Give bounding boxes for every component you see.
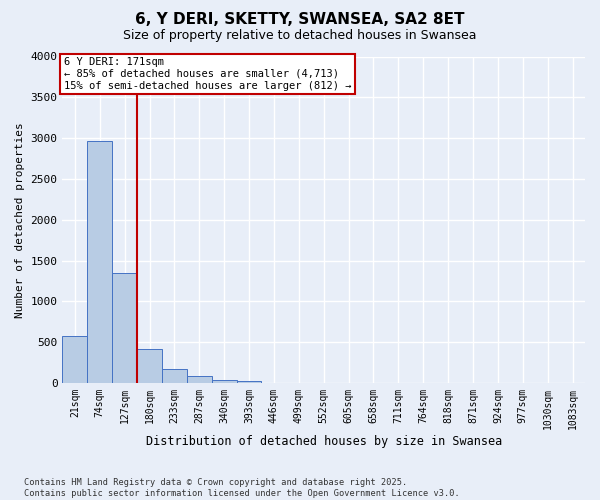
- X-axis label: Distribution of detached houses by size in Swansea: Distribution of detached houses by size …: [146, 434, 502, 448]
- Bar: [236, 381, 262, 383]
- Bar: [212, 380, 236, 383]
- Bar: [187, 376, 212, 383]
- Text: Contains HM Land Registry data © Crown copyright and database right 2025.
Contai: Contains HM Land Registry data © Crown c…: [24, 478, 460, 498]
- Bar: [88, 140, 112, 383]
- Bar: [112, 273, 137, 383]
- Bar: [137, 348, 162, 383]
- Text: 6 Y DERI: 171sqm
← 85% of detached houses are smaller (4,713)
15% of semi-detach: 6 Y DERI: 171sqm ← 85% of detached house…: [64, 58, 351, 90]
- Bar: [162, 368, 187, 383]
- Text: Size of property relative to detached houses in Swansea: Size of property relative to detached ho…: [123, 29, 477, 42]
- Y-axis label: Number of detached properties: Number of detached properties: [15, 122, 25, 318]
- Text: 6, Y DERI, SKETTY, SWANSEA, SA2 8ET: 6, Y DERI, SKETTY, SWANSEA, SA2 8ET: [135, 12, 465, 28]
- Bar: [62, 336, 88, 383]
